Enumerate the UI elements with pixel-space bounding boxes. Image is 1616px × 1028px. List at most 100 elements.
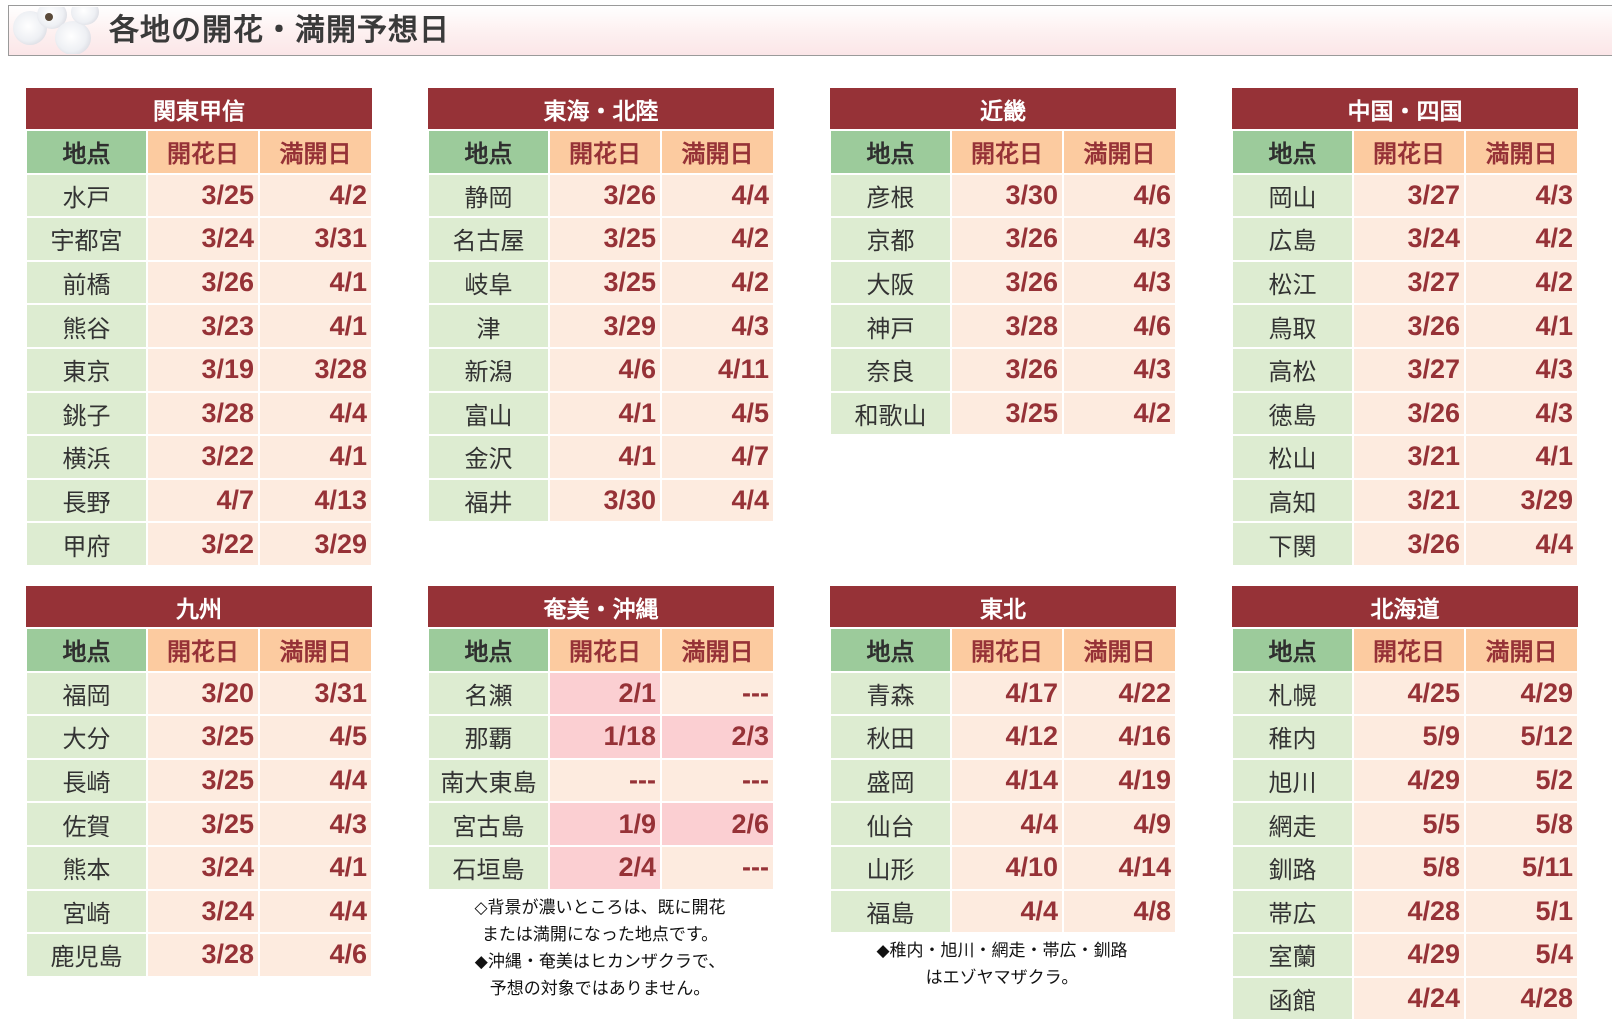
location-cell: 函館 bbox=[1231, 975, 1354, 1022]
bloom-date-cell: 4/24 bbox=[1352, 975, 1466, 1022]
table-row: 銚子 3/28 4/4 bbox=[25, 390, 374, 437]
table-row: 前橋 3/26 4/1 bbox=[25, 259, 374, 306]
bloom-date-cell: 4/4 bbox=[950, 801, 1064, 847]
table-row: 鹿児島 3/28 4/6 bbox=[25, 932, 374, 978]
bloom-date-cell: 3/29 bbox=[548, 303, 662, 349]
location-cell: 釧路 bbox=[1231, 844, 1354, 891]
full-bloom-date-cell: 4/5 bbox=[257, 714, 374, 760]
location-cell: 前橋 bbox=[25, 259, 148, 306]
location-cell: 京都 bbox=[829, 216, 952, 262]
full-bloom-date-cell: 4/2 bbox=[1463, 216, 1580, 262]
location-cell: 下関 bbox=[1231, 521, 1354, 567]
bloom-date-cell: 4/1 bbox=[548, 390, 662, 437]
column-header-location: 地点 bbox=[427, 627, 550, 673]
bloom-date-cell: 4/25 bbox=[1352, 670, 1466, 717]
column-header-bloom: 開花日 bbox=[1352, 129, 1466, 175]
bloom-date-cell: 3/28 bbox=[950, 303, 1064, 349]
location-cell: 盛岡 bbox=[829, 757, 952, 804]
location-cell: 広島 bbox=[1231, 216, 1354, 262]
table-row: 大阪 3/26 4/3 bbox=[829, 259, 1178, 306]
region-title: 関東甲信 bbox=[26, 88, 373, 131]
region-footnote: ◆稚内・旭川・網走・帯広・釧路 はエゾヤマザクラ。 bbox=[829, 938, 1175, 992]
bloom-date-cell: 3/24 bbox=[1352, 216, 1466, 262]
location-cell: 松山 bbox=[1231, 434, 1354, 480]
bloom-date-cell: 3/26 bbox=[1352, 390, 1466, 437]
column-header-full-bloom: 満開日 bbox=[257, 627, 374, 673]
bloom-date-cell: 3/30 bbox=[950, 172, 1064, 219]
full-bloom-date-cell: 4/2 bbox=[257, 172, 374, 219]
footnote-line: 予想の対象ではありません。 bbox=[489, 978, 711, 999]
bloom-date-cell: 3/25 bbox=[146, 757, 260, 804]
bloom-date-cell: 3/19 bbox=[146, 346, 260, 393]
footnote-line: ◇背景が濃いところは、既に開花 bbox=[474, 897, 726, 918]
location-cell: 名古屋 bbox=[427, 216, 550, 262]
table-row: 青森 4/17 4/22 bbox=[829, 670, 1178, 717]
bloom-date-cell: 3/22 bbox=[146, 521, 260, 567]
bloom-date-cell: 3/25 bbox=[146, 714, 260, 760]
table-row: 宇都宮 3/24 3/31 bbox=[25, 216, 374, 262]
table-row: 岡山 3/27 4/3 bbox=[1231, 172, 1580, 219]
region-title: 北海道 bbox=[1232, 586, 1578, 629]
table-row: 新潟 4/6 4/11 bbox=[427, 346, 776, 393]
full-bloom-date-cell: 4/2 bbox=[659, 216, 776, 262]
location-cell: 鳥取 bbox=[1231, 303, 1354, 349]
full-bloom-date-cell: 5/12 bbox=[1464, 714, 1579, 760]
table-row: 長崎 3/25 4/4 bbox=[25, 757, 374, 804]
bloom-date-cell: 3/22 bbox=[146, 434, 260, 480]
full-bloom-date-cell: 4/1 bbox=[257, 303, 374, 349]
full-bloom-date-cell: 4/13 bbox=[257, 477, 374, 524]
location-cell: 東京 bbox=[25, 346, 148, 393]
column-header-location: 地点 bbox=[25, 627, 148, 673]
full-bloom-date-cell: 3/31 bbox=[257, 670, 374, 717]
column-header-location: 地点 bbox=[427, 129, 550, 175]
full-bloom-date-cell: --- bbox=[659, 844, 776, 891]
column-header-bloom: 開花日 bbox=[146, 129, 260, 175]
location-cell: 銚子 bbox=[25, 390, 148, 437]
table-row: 金沢 4/1 4/7 bbox=[427, 434, 776, 480]
table-row: 横浜 3/22 4/1 bbox=[25, 434, 374, 480]
column-header-bloom: 開花日 bbox=[950, 627, 1064, 673]
column-header-bloom: 開花日 bbox=[548, 129, 662, 175]
location-cell: 南大東島 bbox=[427, 757, 550, 804]
forecast-table: 北海道 地点 開花日 満開日 札幌 4/25 4/29 稚内 5/9 5/12 旭川 4/29 5/2 網… bbox=[1231, 586, 1579, 1022]
table-row: 彦根 3/30 4/6 bbox=[829, 172, 1178, 219]
location-cell: 新潟 bbox=[427, 346, 550, 393]
location-cell: 山形 bbox=[829, 844, 952, 891]
full-bloom-date-cell: 4/19 bbox=[1061, 757, 1178, 804]
full-bloom-date-cell: 3/31 bbox=[257, 216, 374, 262]
table-row: 下関 3/26 4/4 bbox=[1231, 521, 1580, 567]
table-row: 津 3/29 4/3 bbox=[427, 303, 776, 349]
region-title: 九州 bbox=[26, 586, 373, 629]
location-cell: 高知 bbox=[1231, 477, 1354, 524]
region-chugoku-shikoku: 中国・四国 地点 開花日 満開日 岡山 3/27 4/3 広島 3/24 4/2 松江 3/27 4/2… bbox=[1231, 88, 1580, 567]
location-cell: 横浜 bbox=[25, 434, 148, 480]
bloom-date-cell: 4/6 bbox=[548, 346, 662, 393]
full-bloom-date-cell: 4/6 bbox=[257, 932, 374, 978]
table-row: 福井 3/30 4/4 bbox=[427, 477, 776, 524]
full-bloom-date-cell: 4/6 bbox=[1061, 172, 1178, 219]
column-header-location: 地点 bbox=[829, 627, 952, 673]
table-row: 宮古島 1/9 2/6 bbox=[427, 801, 776, 847]
location-cell: 神戸 bbox=[829, 303, 952, 349]
full-bloom-date-cell: 4/1 bbox=[257, 844, 374, 891]
column-header-location: 地点 bbox=[25, 129, 148, 175]
page-title: 各地の開花・満開予想日 bbox=[109, 13, 450, 48]
table-row: 佐賀 3/25 4/3 bbox=[25, 801, 374, 847]
full-bloom-date-cell: 3/29 bbox=[257, 521, 374, 567]
full-bloom-date-cell: --- bbox=[659, 757, 776, 804]
bloom-date-cell: 3/26 bbox=[950, 216, 1064, 262]
location-cell: 福井 bbox=[427, 477, 550, 524]
full-bloom-date-cell: 4/1 bbox=[257, 259, 374, 306]
location-cell: 富山 bbox=[427, 390, 550, 437]
region-kyushu: 九州 地点 開花日 満開日 福岡 3/20 3/31 大分 3/25 4/5 長崎 3/25 4/4 佐賀… bbox=[25, 586, 374, 978]
bloom-date-cell: 3/26 bbox=[1352, 521, 1466, 567]
full-bloom-date-cell: 4/3 bbox=[1463, 346, 1580, 393]
forecast-table: 中国・四国 地点 開花日 満開日 岡山 3/27 4/3 広島 3/24 4/2 松江 3/27 4/2… bbox=[1231, 88, 1580, 567]
bloom-date-cell: 3/24 bbox=[146, 888, 260, 935]
table-row: 名瀬 2/1 --- bbox=[427, 670, 776, 717]
table-row: 山形 4/10 4/14 bbox=[829, 844, 1178, 891]
location-cell: 佐賀 bbox=[25, 801, 148, 847]
table-row: 那覇 1/18 2/3 bbox=[427, 714, 776, 760]
full-bloom-date-cell: 4/4 bbox=[659, 172, 776, 219]
full-bloom-date-cell: 5/1 bbox=[1464, 888, 1579, 935]
